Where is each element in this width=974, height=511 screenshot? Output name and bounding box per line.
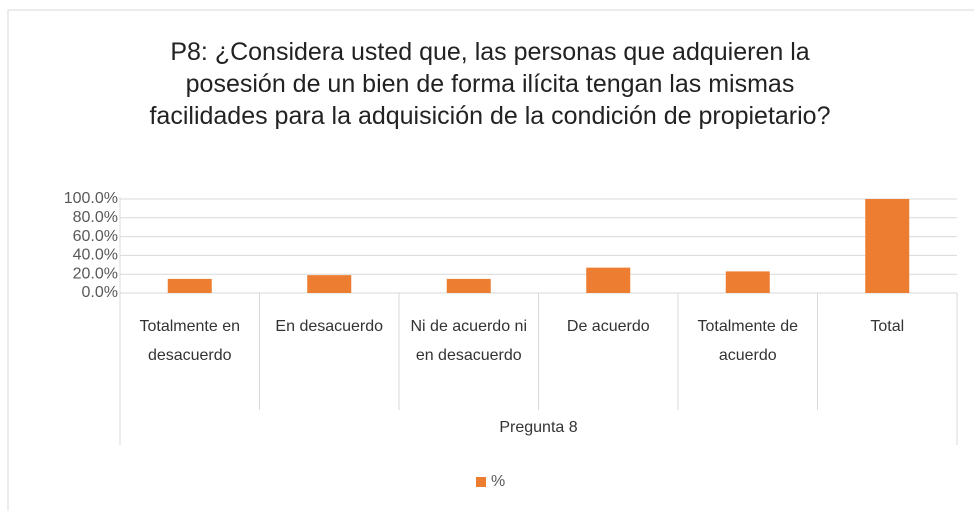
x-group-label: Pregunta 8 [499, 419, 578, 436]
y-tick-label: 40.0% [73, 247, 118, 264]
y-tick-label: 60.0% [73, 228, 118, 245]
legend-label: % [491, 473, 505, 490]
bar [865, 199, 910, 293]
x-tick-label: De acuerdo [566, 318, 650, 335]
y-tick-label: 0.0% [82, 284, 118, 301]
bar [167, 278, 212, 293]
x-tick-label: Totalmente de acuerdo [697, 318, 798, 364]
x-tick-label: En desacuerdo [275, 318, 384, 335]
bar [446, 278, 491, 293]
y-tick-label: 80.0% [73, 209, 118, 226]
chart-frame [7, 9, 974, 511]
legend-swatch [476, 477, 486, 487]
y-tick-label: 100.0% [64, 190, 118, 207]
x-tick-label: Ni de acuerdo ni en desacuerdo [410, 318, 527, 364]
x-tick-label: Total [870, 318, 905, 335]
chart-title: P8: ¿Considera usted que, las personas q… [149, 38, 831, 130]
y-tick-label: 20.0% [73, 265, 118, 282]
bar [307, 275, 352, 293]
bar [586, 267, 631, 293]
x-tick-label: Totalmente en desacuerdo [139, 318, 240, 364]
bar [725, 271, 770, 293]
